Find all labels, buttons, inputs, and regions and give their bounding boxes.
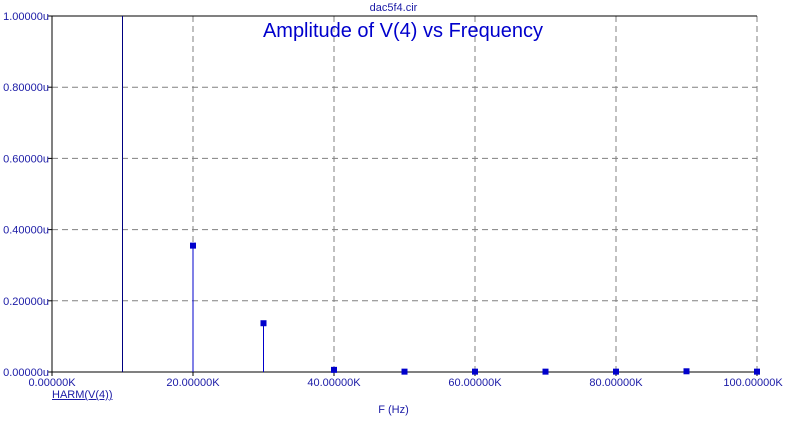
harmonic-marker xyxy=(613,368,619,375)
x-axis-label: F (Hz) xyxy=(378,404,409,416)
harmonic-marker xyxy=(260,320,267,327)
harmonic-marker xyxy=(683,368,690,375)
x-tick-label: 0.00000K xyxy=(28,377,76,389)
y-tick-label: 1.00000u xyxy=(3,11,49,23)
y-tick-label: 0.00000u xyxy=(3,367,49,379)
y-tick-label: 0.80000u xyxy=(3,82,49,94)
y-tick-label: 0.60000u xyxy=(3,153,49,165)
harmonic-marker xyxy=(401,368,408,375)
x-tick-label: 80.00000K xyxy=(589,377,643,389)
x-tick-label: 60.00000K xyxy=(448,377,502,389)
harmonic-marker xyxy=(542,368,549,375)
x-tick-label: 100.00000K xyxy=(723,377,783,389)
harmonic-marker xyxy=(331,366,337,373)
series-legend-link[interactable]: HARM(V(4)) xyxy=(52,389,113,401)
axis-layer xyxy=(48,15,758,376)
y-tick-label: 0.40000u xyxy=(3,225,49,237)
data-layer xyxy=(122,16,760,375)
grid-layer xyxy=(52,16,758,372)
harmonic-marker xyxy=(472,368,478,375)
tick-labels: 0.00000u 0.20000u 0.40000u 0.60000u 0.80000u… xyxy=(3,11,783,389)
file-title: dac5f4.cir xyxy=(369,2,418,14)
x-tick-label: 40.00000K xyxy=(307,377,361,389)
harmonic-marker xyxy=(754,368,760,375)
harmonic-marker xyxy=(190,242,196,249)
y-tick-label: 0.20000u xyxy=(3,296,49,308)
chart-title: Amplitude of V(4) vs Frequency xyxy=(263,20,543,42)
x-tick-label: 20.00000K xyxy=(166,377,220,389)
